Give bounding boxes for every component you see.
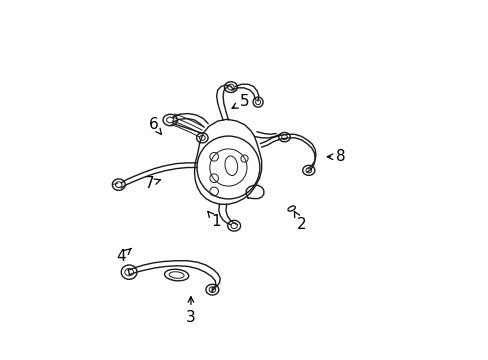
Text: 7: 7 xyxy=(145,176,160,191)
Text: 4: 4 xyxy=(116,248,131,264)
Text: 6: 6 xyxy=(148,117,161,134)
Text: 3: 3 xyxy=(185,297,195,325)
Text: 5: 5 xyxy=(232,94,249,109)
Text: 2: 2 xyxy=(294,211,306,232)
Text: 8: 8 xyxy=(326,149,345,164)
Text: 1: 1 xyxy=(207,211,220,229)
